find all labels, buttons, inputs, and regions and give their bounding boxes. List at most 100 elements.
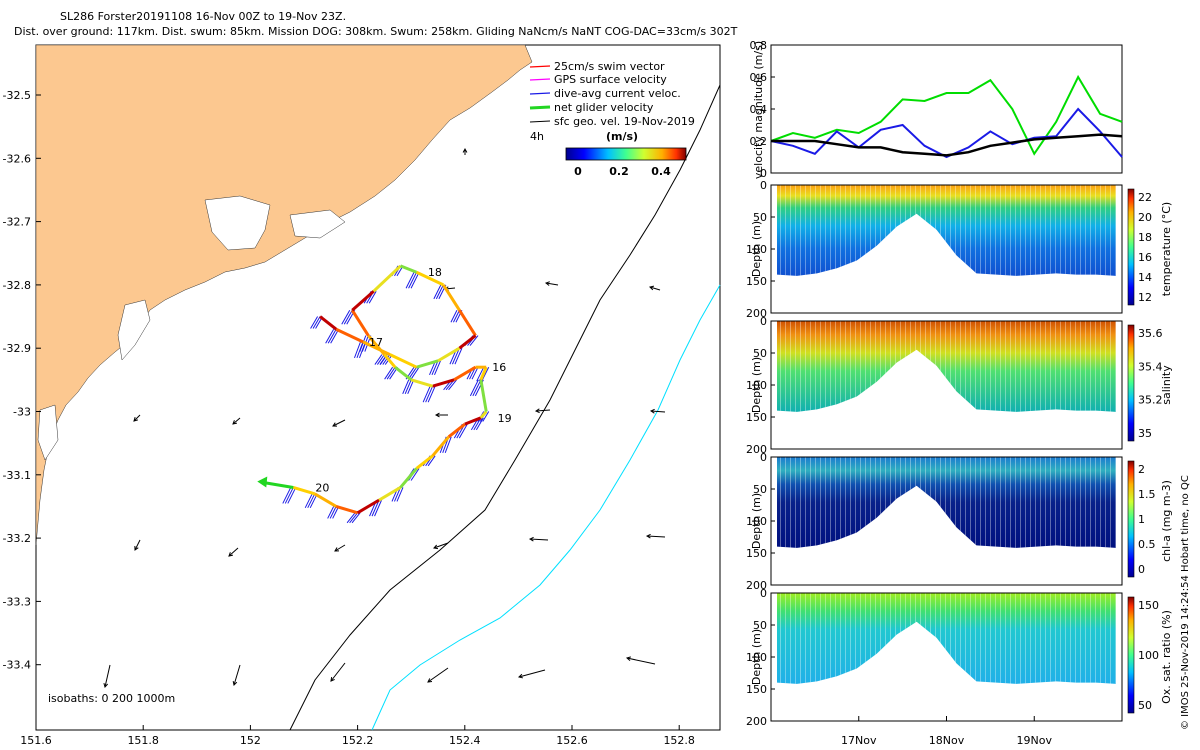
depth-tick-label: 50 [753,347,767,360]
dac-vector [476,366,485,382]
legend-interval: 4h [530,130,544,143]
velocity-lines [770,74,1123,159]
velocity-ylabel: velocity magnitude (m/s) [752,41,765,179]
colorbar-tick-label: 100 [1138,649,1159,662]
sfc-arrow [545,282,559,286]
velocity-panel: 0 0.2 0.4 0.6 0.8 velocity magnitude (m/s) [750,39,1123,180]
dac-vector [282,487,292,504]
time-tick-label: 18Nov [929,734,965,747]
dac-vector [431,360,439,376]
dac-vector [327,328,337,344]
sfc-arrow [427,667,449,683]
sfc-arrow-head [334,547,340,552]
depth-tick-label: 50 [753,619,767,632]
dac-vector [353,341,361,359]
sfc-arrow-head [649,285,655,291]
dac-vector [402,379,410,395]
sfc-arrow-head [103,683,109,689]
sfc-arrow-head [332,422,338,427]
sfc-arrow [433,542,449,549]
track-segment [416,359,439,369]
sfc-arrow [518,669,546,678]
sfc-arrow [529,538,549,541]
day-label: 18 [428,266,442,279]
legend-gps-icon [529,78,551,81]
colorbar-tick-label: 20 [1138,211,1152,224]
sfc-arrow-head [528,536,534,542]
lake [289,209,346,239]
velocity-tick-label: 0.4 [750,103,768,116]
map-x-tick-label: 151.6 [20,734,52,747]
sfc-arrow-head [433,544,439,550]
sfc-arrow-head [534,408,540,414]
dac-vector [287,487,297,504]
legend-swim-label: 25cm/s swim vector [554,60,665,73]
dac-vector [330,328,340,344]
colorbar-tick-label: 0.5 [1138,538,1156,551]
colorbar-tick-label: 14 [1138,271,1152,284]
dac-vector [408,272,418,289]
depth-tick-label: 0 [760,451,767,464]
map-legend: 25cm/s swim vector GPS surface velocity … [529,60,695,178]
section-colorbar [1127,596,1135,714]
colorbar-tick-label: 35.6 [1138,327,1163,340]
depth-tick-label: 150 [746,547,767,560]
map-y-tick-label: -33 [13,406,31,419]
colorbar-label: salinity [1160,365,1173,405]
colorbar-tick-label: 35.4 [1138,360,1163,373]
velocity-tick-label: 0.6 [750,71,768,84]
dac-vector [427,455,436,467]
dac-vector [310,316,319,329]
dac-vector [427,385,436,403]
dac-vector [382,354,391,365]
depth-tick-label: 200 [746,307,767,320]
map-y-tick-label: -32.7 [3,216,31,229]
colorbar-label: (m/s) [606,130,638,143]
depth-tick-label: 100 [746,515,767,528]
dac-vector [341,309,351,325]
section-profile-texture [777,321,1116,412]
colorbar-tick-label: 2 [1138,463,1145,476]
section-colorbar [1127,324,1135,442]
velocity-series-line [770,74,1123,156]
section-colorbar [1127,188,1135,306]
depth-tick-label: 50 [753,211,767,224]
day-label: 20 [315,481,329,494]
depth-tick-label: 100 [746,651,767,664]
dac-vector [358,341,366,359]
sfc-arrow-head [232,680,238,686]
sfc-arrow-head [645,533,651,539]
colorbar-tick-label: 22 [1138,191,1152,204]
velocity-y-ticks: 0 0.2 0.4 0.6 0.8 [750,39,775,180]
colorbar-label: Ox. sat. ratio (%) [1160,610,1173,704]
dac-vector [374,354,383,365]
sfc-arrow-head [134,545,139,551]
sfc-arrow-head [544,281,550,286]
track-segment [399,264,418,274]
dac-vector [312,316,321,329]
depth-tick-label: 0 [760,315,767,328]
dac-vector [451,347,460,365]
dac-vector [327,506,335,519]
colorbar-label: chl-a (mg m-3) [1160,480,1173,562]
section-temperature: 0 50 100 150 200 Depth (m) 12 14 16 18 20 22 tempera… [746,179,1173,320]
track-segment [464,416,482,426]
time-tick-label: 17Nov [841,734,877,747]
dac-vector [376,354,385,365]
track-segment [458,309,477,337]
glider-track-layer [257,264,490,524]
colorbar-tick-label: 35 [1138,427,1152,440]
track-segment [442,284,461,312]
sfc-arrow-head [232,420,238,425]
dac-vector [454,347,463,365]
legend-sfc-label: sfc geo. vel. 19-Nov-2019 [554,115,695,128]
velocity-tick-label: 0 [760,167,767,180]
track-segment [399,467,418,489]
map-y-tick-label: -33.1 [3,469,31,482]
dac-vector [374,499,382,517]
speed-colorbar [565,147,687,161]
track-segment [479,379,488,412]
dac-vector [458,423,468,439]
dac-vector [425,385,434,403]
